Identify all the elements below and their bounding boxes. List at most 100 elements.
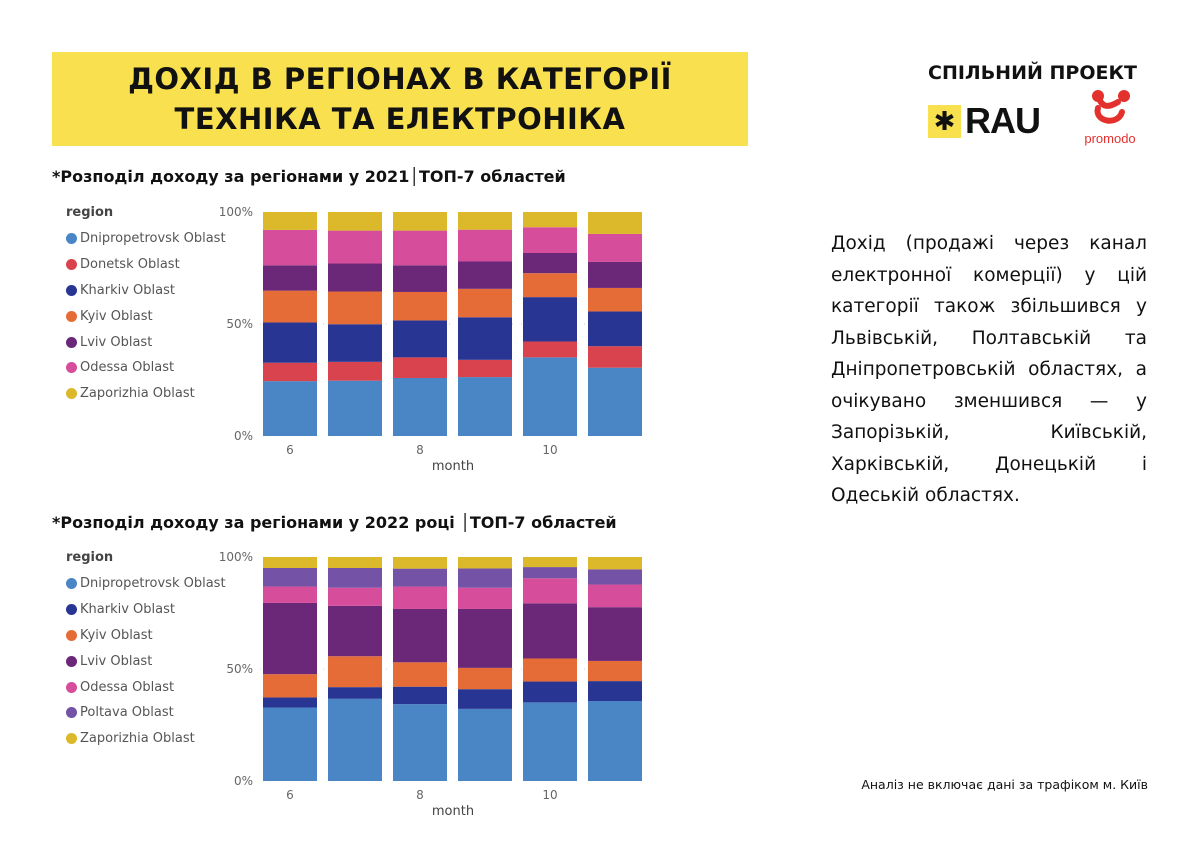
bar-segment[interactable] — [393, 586, 447, 609]
bar-segment[interactable] — [263, 212, 317, 230]
bar-segment[interactable] — [393, 230, 447, 266]
legend-item[interactable]: Odessa Oblast — [66, 674, 226, 700]
promodo-logo-text: promodo — [1084, 131, 1136, 146]
bar-segment[interactable] — [263, 697, 317, 708]
bar-segment[interactable] — [588, 261, 642, 288]
bar-segment[interactable] — [523, 341, 577, 358]
bar-segment[interactable] — [263, 362, 317, 382]
bar-segment[interactable] — [523, 252, 577, 274]
bar-segment[interactable] — [588, 557, 642, 570]
bar-segment[interactable] — [588, 607, 642, 661]
legend-item[interactable]: Kyiv Oblast — [66, 303, 226, 329]
bar-segment[interactable] — [523, 603, 577, 659]
bar-segment[interactable] — [328, 263, 382, 292]
bar-segment[interactable] — [458, 667, 512, 690]
bar-segment[interactable] — [263, 674, 317, 698]
bar-segment[interactable] — [328, 361, 382, 381]
bar-segment[interactable] — [523, 702, 577, 781]
bar-segment[interactable] — [458, 568, 512, 588]
legend-item[interactable]: Kharkiv Oblast — [66, 278, 226, 304]
legend-item[interactable]: Lviv Oblast — [66, 329, 226, 355]
bar-segment[interactable] — [393, 704, 447, 781]
legend-item[interactable]: Lviv Oblast — [66, 648, 226, 674]
bar-segment[interactable] — [328, 687, 382, 699]
bar-segment[interactable] — [523, 557, 577, 568]
legend-item[interactable]: Poltava Oblast — [66, 700, 226, 726]
bar-segment[interactable] — [588, 346, 642, 368]
bar-segment[interactable] — [263, 265, 317, 291]
bar-segment[interactable] — [523, 658, 577, 682]
bar-segment[interactable] — [328, 587, 382, 606]
bar-segment[interactable] — [393, 686, 447, 705]
bar-segment[interactable] — [588, 701, 642, 781]
bar-segment[interactable] — [328, 656, 382, 688]
bar-segment[interactable] — [588, 233, 642, 262]
bar-segment[interactable] — [588, 681, 642, 702]
bar-segment[interactable] — [328, 230, 382, 264]
bar-segment[interactable] — [393, 357, 447, 378]
bar-segment[interactable] — [458, 261, 512, 289]
bar-segment[interactable] — [458, 608, 512, 668]
bar-segment[interactable] — [458, 377, 512, 436]
bar-segment[interactable] — [588, 584, 642, 608]
bar-segment[interactable] — [588, 311, 642, 347]
bar-segment[interactable] — [263, 557, 317, 568]
bar-segment[interactable] — [328, 605, 382, 657]
bar-segment[interactable] — [263, 322, 317, 363]
legend-item[interactable]: Dnipropetrovsk Oblast — [66, 571, 226, 597]
bar-segment[interactable] — [393, 662, 447, 687]
bar-segment[interactable] — [458, 229, 512, 262]
bar-segment[interactable] — [588, 569, 642, 585]
bar-segment[interactable] — [393, 608, 447, 663]
legend-item[interactable]: Zaporizhia Oblast — [66, 381, 226, 407]
bar-segment[interactable] — [263, 381, 317, 436]
bar-segment[interactable] — [328, 567, 382, 588]
legend-item[interactable]: Kharkiv Oblast — [66, 597, 226, 623]
bar-segment[interactable] — [263, 229, 317, 266]
bar-segment[interactable] — [523, 273, 577, 298]
bar-segment[interactable] — [458, 212, 512, 230]
bar-segment[interactable] — [458, 587, 512, 609]
legend-item[interactable]: Kyiv Oblast — [66, 623, 226, 649]
bar-segment[interactable] — [328, 291, 382, 325]
bar-segment[interactable] — [458, 557, 512, 569]
bar-segment[interactable] — [458, 689, 512, 709]
bar-segment[interactable] — [588, 287, 642, 312]
bar-segment[interactable] — [458, 317, 512, 360]
legend-item[interactable]: Dnipropetrovsk Oblast — [66, 226, 226, 252]
bar-segment[interactable] — [328, 557, 382, 568]
bar-segment[interactable] — [393, 265, 447, 292]
x-tick-label: 6 — [286, 443, 294, 457]
bar-segment[interactable] — [328, 380, 382, 436]
bar-segment[interactable] — [523, 297, 577, 342]
bar-segment[interactable] — [328, 698, 382, 781]
bar-segment[interactable] — [588, 367, 642, 436]
bar-segment[interactable] — [588, 212, 642, 234]
legend-item[interactable]: Zaporizhia Oblast — [66, 726, 226, 752]
legend-item[interactable]: Donetsk Oblast — [66, 252, 226, 278]
legend-item[interactable]: Odessa Oblast — [66, 355, 226, 381]
bar-segment[interactable] — [458, 708, 512, 781]
bar-segment[interactable] — [523, 681, 577, 703]
bar-segment[interactable] — [393, 568, 447, 587]
bar-segment[interactable] — [263, 290, 317, 323]
bar-segment[interactable] — [523, 357, 577, 436]
bar-segment[interactable] — [393, 557, 447, 569]
bar-segment[interactable] — [393, 377, 447, 436]
bar-segment[interactable] — [458, 359, 512, 378]
bar-segment[interactable] — [458, 288, 512, 318]
bar-segment[interactable] — [263, 586, 317, 603]
bar-segment[interactable] — [328, 212, 382, 231]
bar-segment[interactable] — [523, 567, 577, 579]
bar-segment[interactable] — [588, 660, 642, 682]
bar-segment[interactable] — [523, 212, 577, 228]
bar-segment[interactable] — [523, 578, 577, 604]
bar-segment[interactable] — [328, 324, 382, 362]
bar-segment[interactable] — [393, 212, 447, 231]
bar-segment[interactable] — [393, 291, 447, 321]
bar-segment[interactable] — [263, 707, 317, 781]
bar-segment[interactable] — [263, 567, 317, 587]
bar-segment[interactable] — [393, 320, 447, 358]
bar-segment[interactable] — [263, 602, 317, 675]
bar-segment[interactable] — [523, 227, 577, 253]
